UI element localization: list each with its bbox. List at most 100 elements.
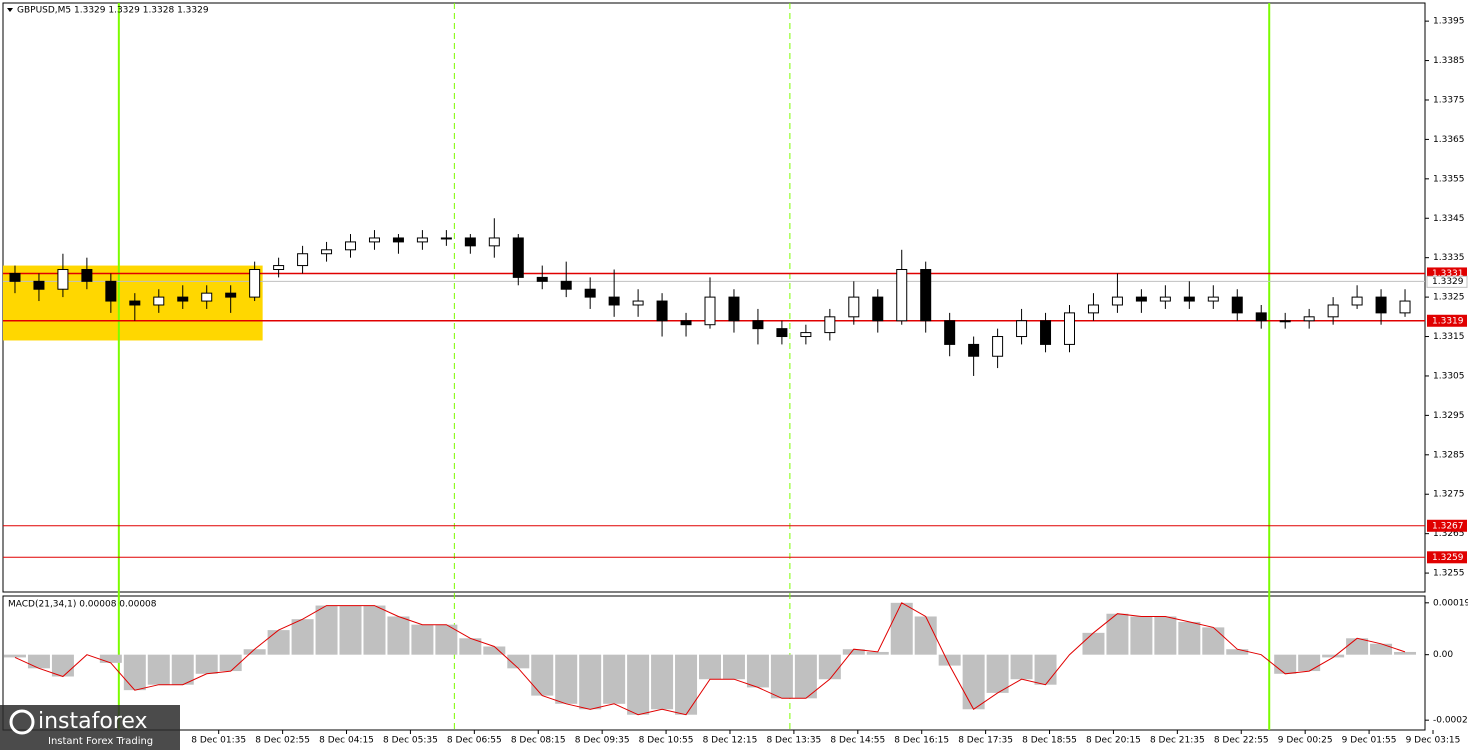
candle-body [249, 269, 261, 298]
macd-bar [267, 630, 290, 655]
macd-bar [1106, 613, 1129, 655]
y-tick-label: 1.3255 [1433, 569, 1465, 579]
macd-bar [483, 646, 506, 655]
signal-line [14, 602, 1406, 716]
macd-bar [1202, 627, 1225, 655]
candle-body [752, 320, 764, 330]
candle-body [129, 300, 141, 306]
macd-bar [627, 654, 650, 715]
macd-bar [1298, 654, 1321, 672]
x-tick-label: 8 Dec 13:35 [766, 736, 821, 746]
macd-bar [1346, 638, 1369, 655]
candle-body [488, 237, 500, 247]
candle-body [968, 343, 980, 357]
macd-bar [363, 605, 386, 655]
macd-bar [1226, 649, 1249, 655]
macd-bar [675, 654, 698, 715]
candle-body [33, 280, 45, 290]
macd-bar [842, 649, 865, 655]
macd-bar [1322, 654, 1345, 658]
macd-bar [866, 651, 889, 655]
macd-bar [938, 654, 961, 666]
x-tick-label: 9 Dec 03:15 [1406, 736, 1461, 746]
macd-bar [171, 654, 194, 685]
x-tick-label: 8 Dec 18:55 [1022, 736, 1077, 746]
candle-body [1255, 312, 1267, 322]
macd-bar [603, 654, 626, 704]
y-tick-label: 0.00 [1433, 650, 1453, 660]
candle-body [896, 269, 908, 322]
candle-body [1159, 296, 1171, 302]
x-tick-label: 8 Dec 10:55 [639, 736, 694, 746]
candle-body [1231, 296, 1243, 314]
candle-body [1351, 296, 1363, 306]
candle-body [1087, 304, 1099, 314]
candle-body [1399, 300, 1411, 314]
candle-body [177, 296, 189, 302]
macd-bar [51, 654, 74, 677]
macd-bar [1130, 616, 1153, 655]
candle-body [1375, 296, 1387, 314]
x-tick-label: 8 Dec 05:35 [383, 736, 438, 746]
level-label: 1.3259 [1432, 553, 1464, 563]
candle-body [1135, 296, 1147, 302]
level-label-box [1427, 314, 1467, 327]
macd-bar [1154, 616, 1177, 655]
y-tick-label: -0.00024 [1433, 716, 1468, 726]
candle-body [297, 253, 309, 267]
candle-body [1303, 316, 1315, 322]
y-tick-label: 1.3335 [1433, 253, 1465, 263]
candle-body [512, 237, 524, 278]
y-tick-label: 1.3395 [1433, 17, 1465, 27]
candle-body [153, 296, 165, 306]
macd-bar [555, 654, 578, 704]
x-tick-label: 8 Dec 14:55 [830, 736, 885, 746]
macd-bar [99, 654, 122, 663]
macd-bar [1394, 651, 1417, 655]
candle-body [1040, 320, 1052, 345]
candle-body [656, 300, 668, 322]
macd-bar [722, 654, 745, 680]
candle-body [560, 280, 572, 290]
macd-bar [651, 654, 674, 710]
y-tick-label: 1.3345 [1433, 214, 1465, 224]
candle-body [584, 288, 596, 298]
candle-body [368, 237, 380, 243]
y-tick-label: 1.3295 [1433, 411, 1465, 421]
y-tick-label: 1.3375 [1433, 95, 1465, 105]
candle-body [392, 237, 404, 243]
watermark: instaforex Instant Forex Trading [0, 705, 180, 750]
x-tick-label: 8 Dec 01:35 [191, 736, 246, 746]
y-tick-label: 1.3355 [1433, 174, 1465, 184]
x-tick-label: 8 Dec 20:15 [1086, 736, 1141, 746]
x-tick-label: 8 Dec 22:55 [1214, 736, 1269, 746]
macd-bar [746, 654, 769, 688]
candle-body [81, 269, 93, 282]
y-tick-label: 1.3265 [1433, 529, 1465, 539]
candle-body [464, 237, 476, 247]
candle-body [824, 316, 836, 334]
macd-bar [986, 654, 1009, 693]
macd-bar [219, 654, 242, 672]
macd-bar [962, 654, 985, 710]
macd-bar [3, 654, 26, 658]
macd-bar [411, 624, 434, 655]
y-tick-label: 1.3315 [1433, 332, 1465, 342]
candle-body [1064, 312, 1075, 345]
candle-body [632, 300, 644, 306]
y-tick-label: 1.3275 [1433, 490, 1465, 500]
candle-body [1207, 296, 1219, 302]
macd-bar [1010, 654, 1033, 680]
macd-bar [291, 619, 314, 655]
macd-bar [890, 602, 913, 655]
candle-body [345, 241, 357, 251]
macd-bar [770, 654, 793, 699]
macd-bar [123, 654, 146, 691]
candle-body [440, 237, 452, 240]
candle-body [9, 272, 21, 282]
candle-body [105, 280, 117, 302]
x-tick-label: 9 Dec 00:25 [1278, 736, 1333, 746]
macd-bar [507, 654, 530, 669]
x-tick-label: 8 Dec 21:35 [1150, 736, 1205, 746]
